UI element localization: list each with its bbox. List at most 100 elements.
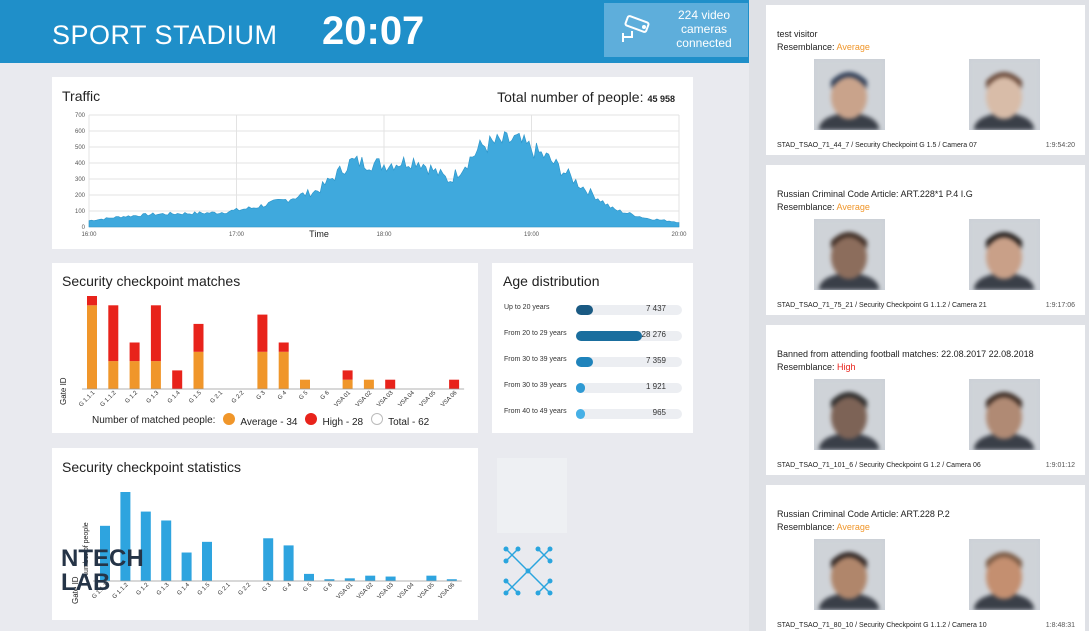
- cameras-status[interactable]: 224 video cameras connected: [604, 3, 748, 57]
- stats-bar: [263, 538, 274, 581]
- resemblance-label: Resemblance:: [777, 42, 835, 52]
- matches-title: Security checkpoint matches: [62, 273, 241, 289]
- y-tick-label: 700: [75, 113, 86, 119]
- stats-bar: [385, 576, 396, 581]
- database-face-image[interactable]: [969, 539, 1040, 610]
- traffic-title: Traffic: [62, 88, 101, 104]
- alert-card[interactable]: test visitor Resemblance: Average STAD_TSA…: [766, 5, 1085, 155]
- bar-high: [193, 323, 204, 352]
- legend-title: Number of matched people:: [92, 415, 216, 426]
- database-face-image[interactable]: [969, 219, 1040, 290]
- x-tick-label: 16:00: [81, 232, 97, 238]
- age-row: From 20 to 29 years 28 276: [504, 329, 684, 343]
- y-tick-label: 400: [75, 161, 86, 167]
- age-bar-track: [576, 383, 682, 393]
- bar-average: [87, 305, 97, 389]
- age-label: From 30 to 39 years: [504, 382, 567, 389]
- alert-resemblance: Resemblance: Average: [777, 202, 870, 212]
- bar-high: [257, 314, 268, 352]
- age-distribution-panel: Age distribution Up to 20 years 7 437 From…: [492, 263, 693, 433]
- captured-face-image[interactable]: [814, 219, 885, 290]
- alert-title: Russian Criminal Code Article: ART.228*1…: [777, 189, 973, 199]
- stats-bar: [324, 579, 335, 581]
- age-row: From 30 to 39 years 1 921: [504, 381, 684, 395]
- bar-high: [87, 296, 97, 306]
- stats-bar: [161, 520, 172, 581]
- captured-face-image[interactable]: [814, 59, 885, 130]
- x-tick-label: G 4: [277, 390, 289, 402]
- alert-location: STAD_TSAO_71_80_10 / Security Checkpoint…: [777, 622, 987, 629]
- x-axis-label: Gate ID: [71, 576, 80, 604]
- stats-bar: [426, 575, 437, 581]
- x-tick-label: G 1.5: [188, 390, 203, 405]
- resemblance-value: High: [837, 362, 856, 372]
- matches-legend: Number of matched people: Average - 34 H…: [92, 413, 429, 428]
- alert-card[interactable]: Russian Criminal Code Article: ART.228 P…: [766, 485, 1085, 631]
- stats-bar: [120, 492, 131, 581]
- x-tick-label: G 1.1.1: [78, 390, 97, 409]
- resemblance-value: Average: [836, 522, 870, 532]
- x-tick-label: VSA 05: [419, 390, 438, 409]
- alert-title: test visitor: [777, 29, 818, 39]
- alert-time: 1:9:01:12: [1045, 462, 1075, 469]
- x-tick-label: G 6: [320, 390, 332, 402]
- y-axis-label: Number of people: [83, 522, 90, 578]
- resemblance-label: Resemblance:: [777, 202, 835, 212]
- y-tick-label: 100: [75, 209, 86, 215]
- x-axis-label: Time: [309, 229, 329, 239]
- legend-high-dot: [305, 413, 318, 425]
- age-row: From 30 to 39 years 7 359: [504, 355, 684, 369]
- age-label: From 20 to 29 years: [504, 330, 567, 337]
- database-face-image[interactable]: [969, 379, 1040, 450]
- alerts-sidebar[interactable]: test visitor Resemblance: Average STAD_TSA…: [749, 0, 1089, 631]
- age-row: Up to 20 years 7 437: [504, 303, 684, 317]
- checkpoint-matches-panel: Security checkpoint matches G 1.1.1 G 1.1…: [52, 263, 478, 433]
- age-bar: [576, 357, 594, 367]
- x-tick-label: VSA 04: [398, 390, 417, 409]
- database-face-image[interactable]: [969, 59, 1040, 130]
- x-tick-label: VSA 02: [356, 582, 375, 601]
- captured-face-image[interactable]: [814, 379, 885, 450]
- traffic-chart: 0 100 200 300 400 500 600 700 16:00 17:00 18:00 19:…: [75, 113, 687, 239]
- age-bar: [576, 331, 642, 341]
- stats-bar: [140, 511, 151, 581]
- stadium-title: SPORT STADIUM: [52, 20, 278, 50]
- y-tick-label: 600: [75, 129, 86, 135]
- stats-title: Security checkpoint statistics: [62, 459, 241, 475]
- legend-total-label: Total - 62: [388, 417, 430, 428]
- x-tick-label: G 6: [323, 582, 335, 594]
- ntechlab-logo-icon: [503, 546, 553, 596]
- bar-high: [342, 370, 353, 380]
- alert-card[interactable]: Banned from attending football matches: …: [766, 325, 1085, 475]
- resemblance-label: Resemblance:: [777, 362, 835, 372]
- checkpoint-statistics-panel: Security checkpoint statistics G 1.1.1 G …: [52, 448, 478, 620]
- age-bar: [576, 383, 585, 393]
- age-value: 7 437: [645, 304, 666, 313]
- resemblance-label: Resemblance:: [777, 522, 835, 532]
- captured-face-image[interactable]: [814, 539, 885, 610]
- ntechlab-logo-text: NTECH LAB: [61, 547, 144, 595]
- resemblance-value: Average: [836, 202, 870, 212]
- placeholder-box: [497, 458, 567, 533]
- top-header: SPORT STADIUM 20:07 224 video cameras co…: [0, 0, 749, 63]
- bar-high: [278, 342, 289, 352]
- x-tick-label: VSA 02: [355, 390, 374, 409]
- resemblance-value: Average: [836, 42, 870, 52]
- x-tick-label: G 2.2: [231, 390, 246, 405]
- legend-average-label: Average - 34: [240, 417, 298, 428]
- age-value: 7 359: [645, 356, 666, 365]
- bar-high: [385, 379, 396, 389]
- matches-chart: G 1.1.1 G 1.1.2 G 1.2 G 1.3 G 1.4 G 1.5 G 2.1 G…: [59, 296, 465, 409]
- age-value: 1 921: [645, 382, 666, 391]
- x-tick-label: G 3: [256, 390, 268, 402]
- cameras-count-text: 224 video cameras connected: [676, 8, 732, 50]
- legend-high-label: High - 28: [322, 417, 364, 428]
- stats-bar: [446, 579, 457, 581]
- total-people-label: Total number of people:: [497, 89, 644, 105]
- alert-card[interactable]: Russian Criminal Code Article: ART.228*1…: [766, 165, 1085, 315]
- age-label: Up to 20 years: [504, 304, 550, 311]
- stats-bar: [202, 541, 212, 581]
- stats-bar: [283, 545, 294, 581]
- x-tick-label: G 1.5: [197, 582, 212, 597]
- stats-bar: [181, 552, 192, 581]
